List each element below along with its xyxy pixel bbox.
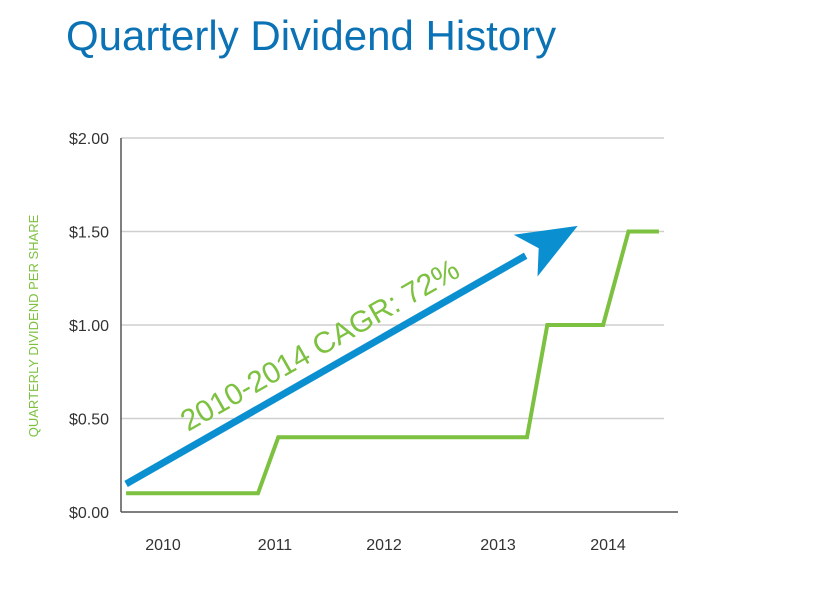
cagr-arrow <box>124 225 578 487</box>
x-tick-label: 2014 <box>590 537 626 554</box>
chart-title: Quarterly Dividend History <box>66 12 556 59</box>
y-tick-labels: $0.00 $0.50 $1.00 $1.50 $2.00 <box>69 131 109 522</box>
arrow-head <box>513 225 578 277</box>
x-tick-labels: 2010 2011 2012 2013 2014 <box>145 537 626 554</box>
y-axis-label: QUARTERLY DIVIDEND PER SHARE <box>26 214 41 437</box>
y-tick-label: $2.00 <box>69 131 109 148</box>
y-tick-label: $1.50 <box>69 225 109 242</box>
y-tick-label: $0.50 <box>69 412 109 429</box>
axes <box>120 138 678 513</box>
y-tick-label: $1.00 <box>69 318 109 335</box>
grid-lines <box>121 137 664 420</box>
x-tick-label: 2010 <box>145 537 181 554</box>
y-tick-label: $0.00 <box>69 505 109 522</box>
cagr-annotation: 2010-2014 CAGR: 72% <box>175 253 465 438</box>
x-tick-label: 2012 <box>366 537 402 554</box>
arrow-shaft <box>124 252 528 487</box>
x-tick-label: 2011 <box>258 537 293 554</box>
x-tick-label: 2013 <box>480 537 516 554</box>
series-layer <box>126 229 659 496</box>
series-line <box>126 229 659 496</box>
